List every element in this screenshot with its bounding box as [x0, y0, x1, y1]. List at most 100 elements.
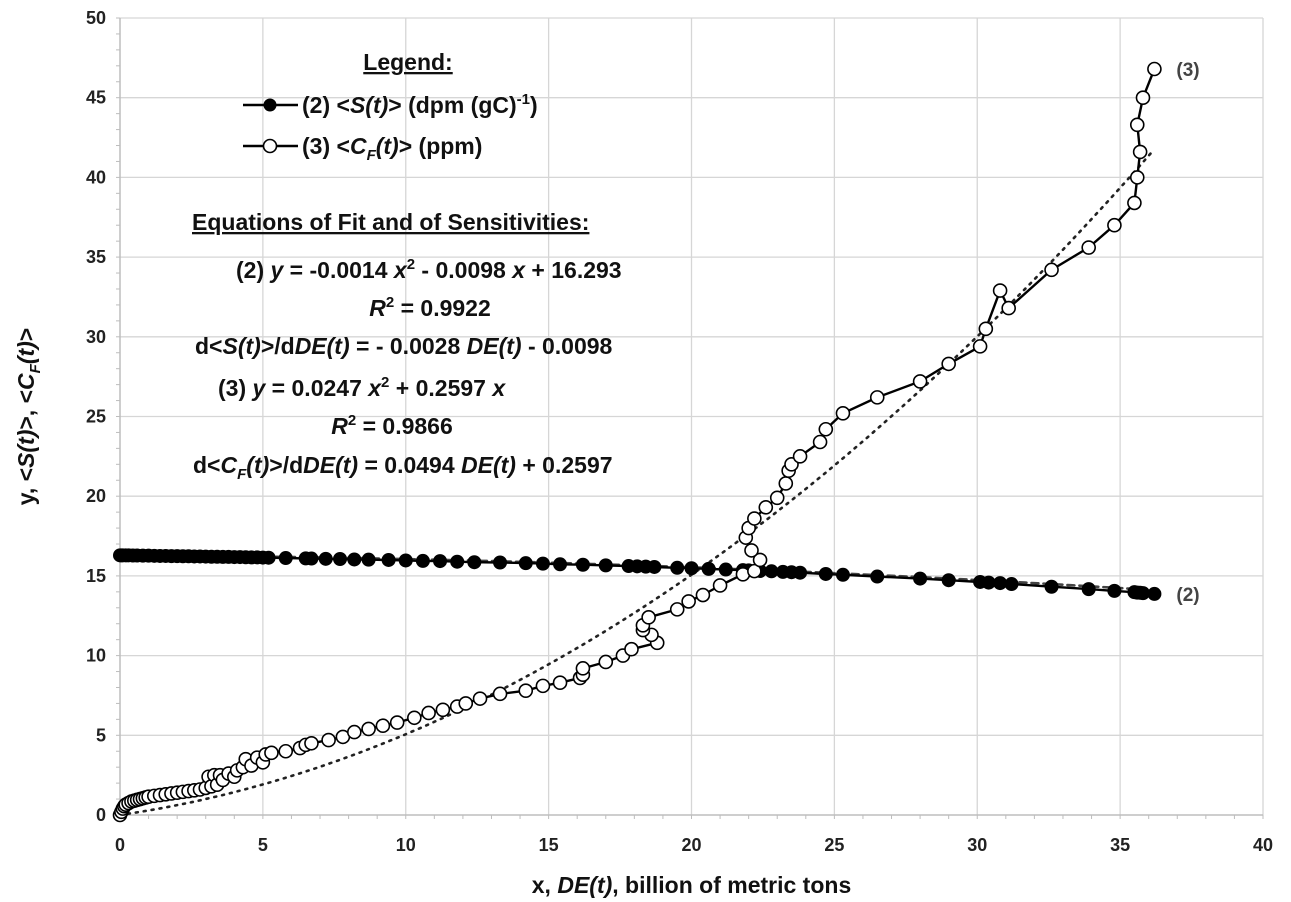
- series-3-point: [747, 563, 762, 579]
- series-2-point: [1004, 577, 1019, 592]
- data-series: (2) (3): [112, 60, 1200, 823]
- x-tick-label: 40: [1253, 835, 1273, 855]
- legend-entry-2: (2) <S(t)> (dpm (gC)-1): [302, 91, 538, 118]
- series-2-point: [381, 552, 396, 567]
- trend-lines: [118, 147, 1156, 817]
- y-tick-label: 10: [86, 646, 106, 666]
- y-tick-label: 15: [86, 566, 106, 586]
- series-3-point: [304, 735, 319, 751]
- series-3-point: [321, 732, 336, 748]
- series-3-point: [598, 654, 614, 670]
- fit-equation-line: d<CF(t)>/dDE(t) = 0.0494 DE(t) + 0.2597: [193, 452, 613, 483]
- series-3-point: [641, 610, 656, 625]
- x-tick-label: 5: [258, 835, 268, 855]
- series-2-point: [398, 553, 413, 568]
- y-tick-label: 40: [86, 167, 106, 187]
- x-tick-label: 10: [396, 835, 416, 855]
- series-3-point: [912, 374, 928, 389]
- series-3-point: [869, 390, 885, 405]
- series-3-point: [978, 321, 994, 337]
- y-tick-label: 50: [86, 8, 106, 28]
- x-tick-label: 30: [967, 835, 987, 855]
- series-3-point: [435, 702, 451, 718]
- series-2-point: [1107, 583, 1122, 598]
- x-tick-label: 35: [1110, 835, 1130, 855]
- series-3-point: [712, 578, 728, 593]
- series-3-point: [744, 543, 759, 558]
- series-2-point: [535, 556, 550, 571]
- series-3-point: [818, 421, 834, 437]
- series-3-point: [812, 434, 828, 450]
- series-3-point: [972, 339, 988, 354]
- grid-lines: [116, 17, 1264, 819]
- fit-equation-line: R2 = 0.9866: [331, 412, 453, 439]
- series-2-point: [415, 553, 430, 568]
- series-3-line: [118, 68, 1156, 816]
- x-axis-title: x, DE(t), billion of metric tons: [532, 872, 851, 898]
- legend: Legend: (2) <S(t)> (dpm (gC)-1) (3) <CF(t)…: [243, 49, 538, 164]
- series-3-point: [1044, 262, 1059, 278]
- series-3-point: [535, 678, 551, 694]
- legend-marker-3: [262, 138, 278, 154]
- series-3-point: [1001, 300, 1016, 316]
- series-2-point: [318, 551, 333, 566]
- series-3-point: [458, 696, 474, 711]
- fit-equation-line: (2) y = -0.0014 x2 - 0.0098 x + 16.293: [236, 256, 622, 283]
- x-tick-label: 20: [681, 835, 701, 855]
- x-tick-label: 15: [539, 835, 559, 855]
- series-3-point: [624, 641, 639, 657]
- series-3-point: [1129, 117, 1145, 133]
- series-2-point: [941, 573, 956, 588]
- axis-titles: x, DE(t), billion of metric tons y, <S(t)…: [13, 328, 851, 898]
- series-2-point: [701, 561, 716, 576]
- series-3-point: [278, 743, 294, 759]
- series-2-point: [718, 562, 733, 577]
- fit-equation-line: R2 = 0.9922: [369, 294, 491, 321]
- series-3-point: [1081, 240, 1096, 255]
- y-tick-label: 35: [86, 247, 106, 267]
- series-2-point: [598, 558, 613, 573]
- axis-ticks: 0 5 10 15 20 25 30 35 40 45 50 0 5 10 15 20 25 30 35 40: [86, 8, 1273, 855]
- fit-equations: Equations of Fit and of Sensitivities: (2…: [192, 209, 622, 483]
- series-3-point: [1135, 90, 1151, 105]
- series-3-point: [752, 552, 768, 568]
- series-3-point: [992, 283, 1008, 298]
- y-tick-label: 5: [96, 725, 106, 745]
- series-3-point: [681, 594, 696, 609]
- fit-equation-line: (3) y = 0.0247 x2 + 0.2597 x: [218, 374, 506, 401]
- fit-equation-line: d<S(t)>/dDE(t) = - 0.0028 DE(t) - 0.0098: [195, 333, 613, 359]
- series-3-point: [389, 715, 405, 730]
- series-3-point: [1132, 144, 1148, 160]
- series-2-point: [450, 554, 465, 569]
- series-2: (2): [113, 548, 1200, 606]
- x-tick-label: 25: [824, 835, 844, 855]
- series-3-point: [778, 476, 794, 491]
- series-3-point: [695, 587, 711, 603]
- series-3-point: [941, 356, 956, 372]
- series-2-point: [553, 557, 568, 572]
- x-tick-label: 0: [115, 835, 125, 855]
- series-3-end-label: (3): [1176, 60, 1199, 81]
- series-3-point: [747, 511, 762, 526]
- series-2-point: [1044, 579, 1059, 594]
- series-2-point: [333, 552, 348, 567]
- series-3-point: [1129, 170, 1145, 185]
- y-axis-title: y, <S(t)>, <CF(t)>: [13, 328, 44, 506]
- series-2-point: [433, 554, 448, 569]
- series-2-point: [913, 571, 928, 586]
- legend-entry-3: (3) <CF(t)> (ppm): [302, 133, 482, 164]
- y-tick-label: 45: [86, 88, 106, 108]
- series-2-end-label: (2): [1176, 585, 1199, 606]
- series-2-point: [670, 560, 685, 575]
- series-3-point: [1147, 61, 1162, 77]
- series-2-point: [870, 569, 885, 584]
- series-3-point: [375, 718, 391, 734]
- series-3-point: [407, 710, 422, 726]
- series-2-point: [835, 567, 850, 582]
- series-3-point: [575, 661, 591, 676]
- series-2-point: [818, 566, 833, 581]
- legend-title: Legend:: [363, 49, 452, 75]
- series-3-point: [1107, 217, 1122, 233]
- series-2-point: [347, 552, 362, 567]
